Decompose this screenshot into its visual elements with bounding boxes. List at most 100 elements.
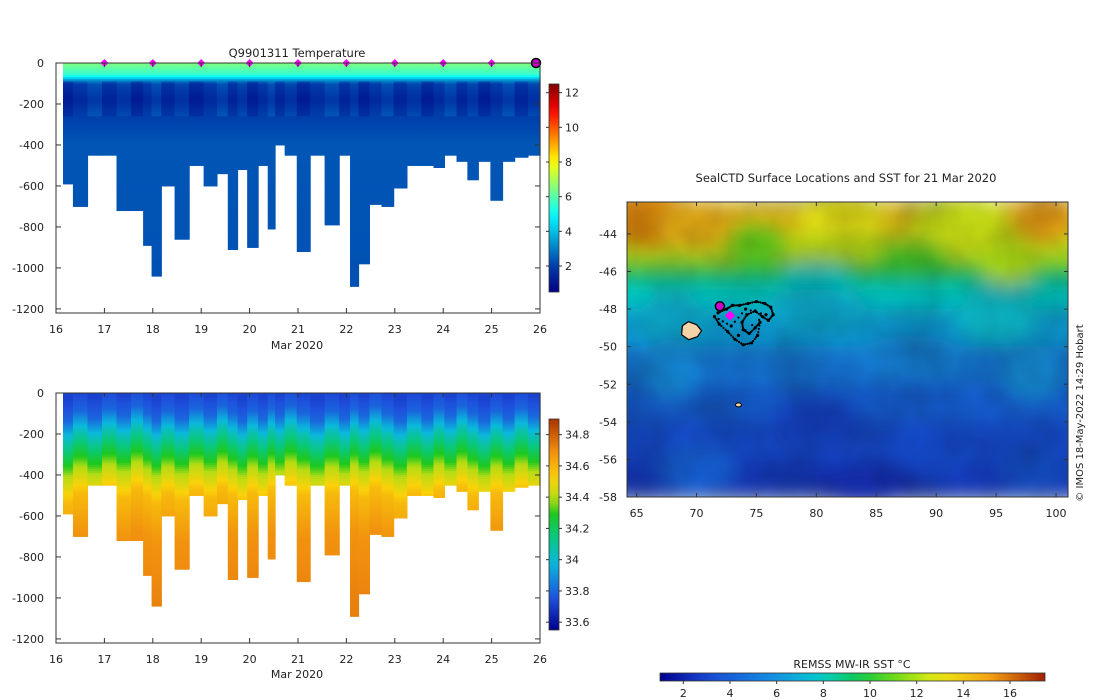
profile-column <box>406 393 423 496</box>
profile-column <box>350 63 360 287</box>
profile-column <box>87 393 103 486</box>
y-tick-label: 0 <box>37 57 44 70</box>
profile-column <box>72 393 89 537</box>
x-tick-label: 21 <box>291 323 305 336</box>
y-tick-label: -800 <box>19 551 44 564</box>
profile-column <box>381 393 395 537</box>
x-tick-label: 19 <box>194 653 208 666</box>
y-tick-label: -400 <box>19 469 44 482</box>
profile-column <box>247 63 259 248</box>
salinity-x-ticks: 16 17 18 19 20 21 22 23 24 25 26 <box>49 393 547 666</box>
profile-column <box>216 393 229 505</box>
profile-column <box>63 393 74 515</box>
profile-column <box>502 393 516 492</box>
profile-column <box>63 63 74 185</box>
x-tick-label: 22 <box>339 323 353 336</box>
colorbar-tick-label: 12 <box>565 87 579 100</box>
profile-column <box>490 63 504 201</box>
profile-column <box>467 393 479 511</box>
profile-column <box>324 393 340 556</box>
track-point <box>716 311 720 315</box>
latitude-tick-label: -46 <box>599 266 617 279</box>
sst-colorbar-tick-label: 16 <box>1003 687 1017 700</box>
profile-column <box>267 63 276 230</box>
y-tick-label: -400 <box>19 139 44 152</box>
profile-column <box>237 63 248 171</box>
profile-column <box>478 393 491 492</box>
profile-column <box>358 393 370 595</box>
x-tick-label: 24 <box>436 653 450 666</box>
profile-column <box>358 63 370 265</box>
profile-column <box>284 393 298 486</box>
profile-column <box>143 63 153 246</box>
track-point <box>758 320 762 324</box>
profile-column <box>203 63 218 187</box>
track-point <box>745 313 749 317</box>
y-tick-label: -200 <box>19 428 44 441</box>
longitude-tick-label: 100 <box>1046 507 1067 520</box>
profile-column <box>478 63 491 162</box>
x-tick-label: 22 <box>339 653 353 666</box>
colorbar-tick-label: 6 <box>565 191 572 204</box>
profile-column <box>339 63 351 156</box>
x-tick-label: 18 <box>146 323 160 336</box>
x-tick-label: 21 <box>291 653 305 666</box>
profile-column <box>444 63 458 156</box>
x-tick-label: 20 <box>243 323 257 336</box>
temperature-x-ticks: 16 17 18 19 20 21 22 23 24 25 26 <box>49 63 547 336</box>
profile-column <box>143 393 153 576</box>
profile-column <box>527 63 541 156</box>
salinity-colorbar <box>548 418 560 631</box>
x-tick-label: 16 <box>49 653 63 666</box>
profile-column <box>227 63 239 250</box>
track-point <box>712 315 717 319</box>
longitude-tick-label: 95 <box>989 507 1003 520</box>
x-tick-label: 23 <box>388 653 402 666</box>
profile-column <box>116 393 132 542</box>
latitude-tick-label: -56 <box>599 453 617 466</box>
track-point <box>754 299 759 304</box>
sst-colorbar-tick-label: 2 <box>680 687 687 700</box>
profile-column <box>444 393 458 486</box>
latitude-tick-label: -58 <box>599 491 617 504</box>
x-tick-label: 24 <box>436 323 450 336</box>
profile-column <box>527 393 541 486</box>
profile-column <box>131 393 144 542</box>
map-title: SealCTD Surface Locations and SST for 21… <box>696 171 997 185</box>
x-tick-label: 26 <box>533 323 547 336</box>
longitude-tick-label: 75 <box>749 507 763 520</box>
profile-column <box>258 393 269 496</box>
colorbar-tick-label: 34.6 <box>565 460 590 473</box>
islands <box>680 320 742 408</box>
salinity-x-label: Mar 2020 <box>271 668 323 681</box>
sst-colorbar-tick-label: 6 <box>773 687 780 700</box>
track-point <box>717 322 721 326</box>
y-tick-label: -1000 <box>12 262 44 275</box>
y-tick-label: -1200 <box>12 633 44 646</box>
colorbar-tick-label: 34.8 <box>565 429 590 442</box>
longitude-tick-label: 65 <box>630 507 644 520</box>
profile-column <box>456 393 468 492</box>
sst-colorbar-tick-label: 12 <box>910 687 924 700</box>
sst-colorbar-tick-label: 14 <box>956 687 970 700</box>
imos-timestamp-note: © IMOS 18-May-2022 14:29 Hobart <box>1075 324 1086 501</box>
profile-column <box>247 393 259 578</box>
longitude-tick-label: 90 <box>929 507 943 520</box>
profile-column <box>369 393 383 535</box>
profile-column <box>161 63 176 187</box>
map-axes-frame <box>626 201 1069 498</box>
track-point <box>738 303 742 307</box>
profile-column <box>433 63 446 169</box>
track-point <box>726 330 730 334</box>
longitude-tick-label: 80 <box>809 507 823 520</box>
sst-field <box>627 202 1068 497</box>
y-tick-label: -1200 <box>12 303 44 316</box>
profile-column <box>350 393 360 617</box>
kerguelen-island <box>680 320 703 341</box>
x-tick-label: 25 <box>485 323 499 336</box>
profile-column <box>227 393 239 580</box>
salinity-panel: 16 17 18 19 20 21 22 23 24 25 26 0 -200 -400 -600 -800… <box>12 387 589 681</box>
temperature-profile-columns <box>63 63 541 287</box>
sst-colorbar <box>659 672 1046 682</box>
latest-position-marker <box>725 310 736 321</box>
